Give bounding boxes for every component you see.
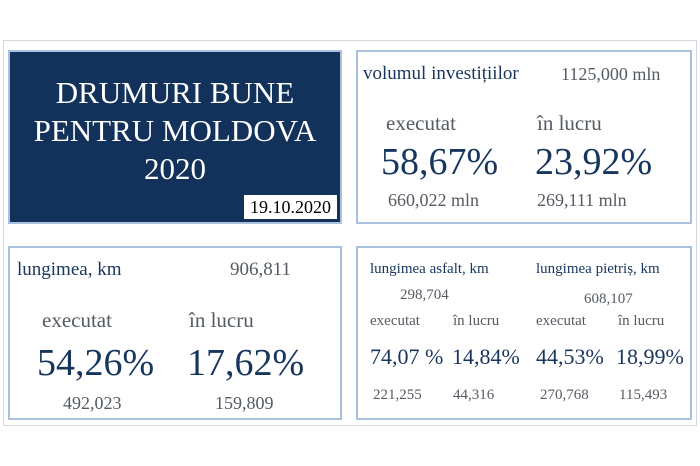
pietris-executat-label: executat [536, 313, 586, 329]
asfalt-lucru-label: în lucru [453, 313, 500, 329]
asfalt-total: 298,704 [400, 287, 449, 303]
date-badge: 19.10.2020 [244, 195, 337, 219]
dashboard-frame [3, 40, 697, 426]
investitii-panel [356, 50, 692, 224]
investitii-total: 1125,000 mln [561, 64, 661, 84]
pietris-lucru-val: 115,493 [619, 387, 668, 403]
pietris-total: 608,107 [584, 291, 633, 307]
lungimea-lucru-pct: 17,62% [187, 342, 305, 384]
lungimea-lucru-label: în lucru [189, 308, 254, 332]
lungimea-executat-label: executat [42, 308, 112, 332]
title-line-2: PENTRU MOLDOVA [33, 113, 317, 148]
pietris-lucru-label: în lucru [618, 313, 665, 329]
lungimea-executat-val: 492,023 [63, 393, 122, 413]
lungimea-label: lungimea, km [17, 259, 122, 280]
title-line-1: DRUMURI BUNE [55, 75, 295, 110]
investitii-lucru-pct: 23,92% [535, 141, 653, 183]
asfalt-label: lungimea asfalt, km [370, 261, 489, 277]
investitii-executat-val: 660,022 mln [388, 190, 480, 210]
pietris-executat-val: 270,768 [540, 387, 589, 403]
asfalt-executat-val: 221,255 [373, 387, 422, 403]
investitii-label: volumul investițiilor [363, 63, 519, 84]
asfalt-lucru-val: 44,316 [453, 387, 495, 403]
asfalt-executat-pct: 74,07 % [370, 344, 444, 369]
pietris-executat-pct: 44,53% [536, 344, 604, 369]
lungimea-lucru-val: 159,809 [215, 393, 274, 413]
investitii-executat-pct: 58,67% [381, 141, 499, 183]
investitii-lucru-val: 269,111 mln [537, 190, 627, 210]
title-line-3: 2020 [144, 151, 206, 186]
asfalt-pietris-panel [356, 246, 692, 420]
lungimea-executat-pct: 54,26% [37, 342, 155, 384]
lungimea-total: 906,811 [230, 259, 292, 280]
investitii-executat-label: executat [386, 111, 456, 135]
page-title: DRUMURI BUNE PENTRU MOLDOVA 2020 [10, 74, 340, 188]
pietris-label: lungimea pietriș, km [536, 261, 660, 277]
lungimea-panel [8, 246, 342, 420]
asfalt-lucru-pct: 14,84% [452, 344, 520, 369]
title-panel: DRUMURI BUNE PENTRU MOLDOVA 2020 19.10.2… [8, 50, 342, 224]
investitii-lucru-label: în lucru [537, 111, 602, 135]
asfalt-executat-label: executat [370, 313, 420, 329]
pietris-lucru-pct: 18,99% [616, 344, 684, 369]
